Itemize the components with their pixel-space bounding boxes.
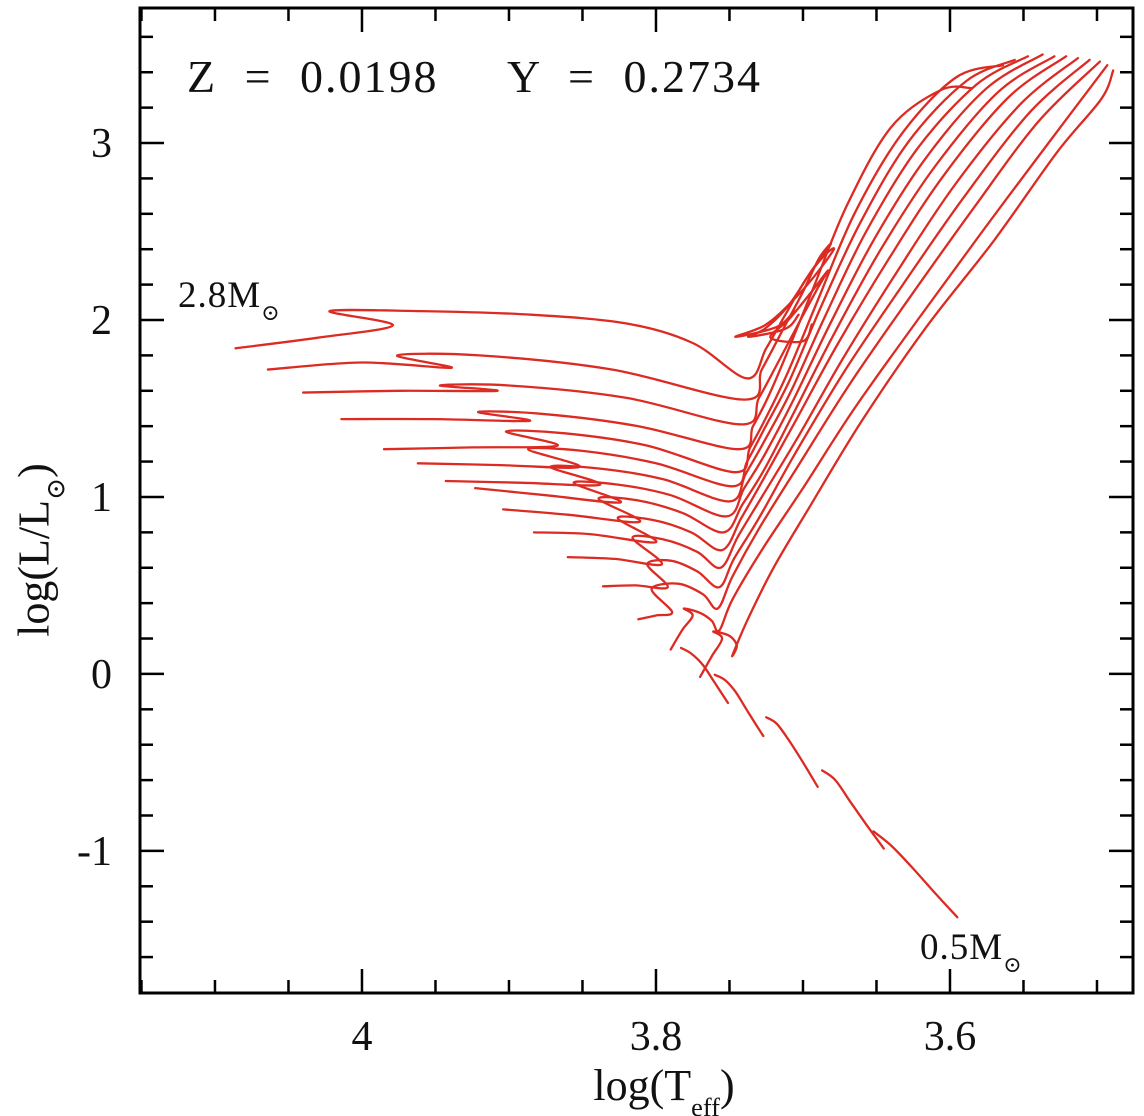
evolutionary-track-0.9msun [679,646,730,705]
evolutionary-track-2msun [382,64,1005,474]
y-tick-label: -1 [77,829,112,875]
y-value-text: Y = 0.2734 [507,51,762,102]
evolutionary-track-1.6msun [501,55,1056,534]
evolutionary-track-1.4msun [566,56,1080,570]
solar-symbol-icon: ⊙ [40,477,71,500]
y-tick-label: 3 [91,121,112,167]
mass-label-2.8: 2.8M⊙ [178,274,281,324]
solar-symbol-icon: ⊙ [1003,952,1023,978]
mass-label-0.5: 0.5M⊙ [920,926,1023,976]
evolutionary-track-1.2msun [637,60,1102,621]
y-axis-title: log(L/L⊙) [9,463,71,637]
evolutionary-track-0.7msun [765,716,819,788]
y-tick-label: 2 [91,298,112,344]
evolutionary-track-0.8msun [713,673,765,738]
evolutionary-track-1.9msun [416,58,1016,488]
evolutionary-track-1.5msun [532,55,1068,552]
evolutionary-track-2.6msun [266,242,833,401]
x-tick-label: 4 [351,1014,372,1060]
evolutionary-track-1msun [698,69,1115,679]
evolutionary-track-1.1msun [669,64,1109,651]
metallicity-annotation: Z = 0.0198 [187,50,439,103]
evolutionary-track-2.4msun [302,269,830,426]
z-value-text: Z = 0.0198 [187,51,439,102]
mass-label-2.8-text: 2.8M [178,275,262,316]
x-tick-label: 3.8 [630,1014,683,1060]
helium-annotation: Y = 0.2734 [507,50,762,103]
solar-symbol-icon: ⊙ [261,300,281,326]
mass-label-0.5-text: 0.5M [920,927,1004,968]
evolutionary-track-2.8msun [234,247,836,380]
evolutionary-track-1.8msun [444,55,1030,503]
plot-frame [138,6,1135,995]
x-axis-title: log(Teff) [593,1060,734,1116]
evolutionary-track-0.5msun [872,830,959,919]
y-tick-label: 0 [91,652,112,698]
evolutionary-track-1.3msun [601,58,1091,590]
y-tick-label: 1 [91,475,112,521]
evolutionary-track-1.7msun [474,53,1044,518]
evolutionary-track-0.6msun [820,769,885,850]
teff-subscript: eff [691,1091,720,1116]
x-tick-label: 3.6 [924,1014,977,1060]
evolutionary-track-2.2msun [340,85,974,451]
